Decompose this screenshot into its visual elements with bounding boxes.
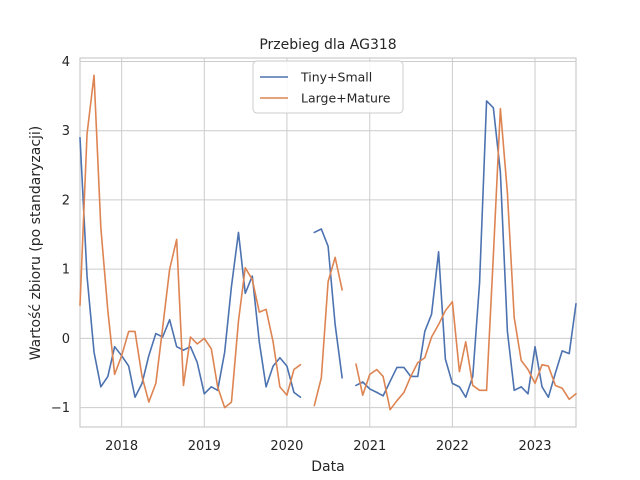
legend-label-large-mature: Large+Mature: [301, 91, 391, 106]
y-tick-label: 0: [62, 332, 70, 347]
x-tick-label: 2023: [518, 439, 551, 454]
y-tick-label: 3: [62, 124, 70, 139]
plot-frame: [79, 57, 577, 428]
y-tick-label: 2: [62, 193, 70, 208]
legend-box: [252, 60, 404, 114]
tick-labels: 2018 2019 2020 2021 2022 2023 4 3 2 1 0 −1: [51, 55, 552, 454]
y-axis-label: Wartość zbioru (po standaryzacji): [28, 126, 44, 361]
y-tick-label: −1: [51, 401, 70, 416]
legend-label-tiny-small: Tiny+Small: [300, 70, 372, 85]
x-tick-label: 2019: [188, 439, 221, 454]
x-tick-label: 2018: [105, 439, 138, 454]
series-lines: [79, 74, 577, 411]
x-tick-label: 2022: [436, 439, 469, 454]
chart-title: Przebieg dla AG318: [259, 37, 396, 53]
series-line-tiny-small: [79, 100, 577, 399]
x-axis-label: Data: [311, 459, 344, 475]
y-tick-label: 4: [62, 55, 70, 70]
x-tick-label: 2020: [270, 439, 303, 454]
y-tick-label: 1: [62, 263, 70, 278]
legend: Tiny+Small Large+Mature: [252, 60, 404, 114]
series-line-large-mature: [79, 74, 577, 411]
x-tick-label: 2021: [353, 439, 386, 454]
